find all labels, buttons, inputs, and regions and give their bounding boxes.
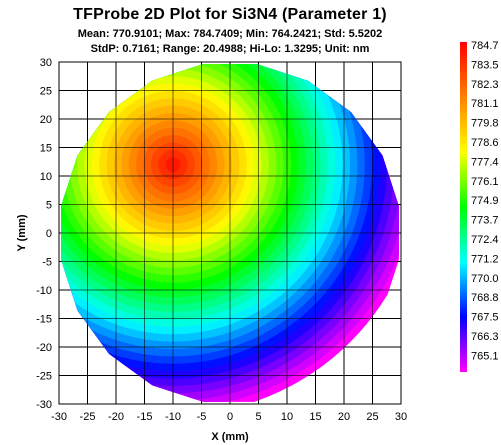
- x-tick-label: 25: [366, 411, 378, 423]
- colorbar-ticks: 784.7 783.5 782.3 781.1 779.8 778.6 777.4 776.1…: [471, 40, 499, 362]
- x-tick-label: 30: [395, 411, 407, 423]
- y-tick-label: -15: [36, 314, 52, 326]
- x-tick-label: 0: [227, 411, 233, 423]
- colorbar-tick-label: 778.6: [471, 137, 499, 149]
- colorbar: [460, 42, 467, 372]
- x-tick-label: 10: [281, 411, 293, 423]
- stats-line-1: Mean: 770.9101; Max: 784.7409; Min: 764.…: [77, 28, 383, 40]
- y-tick-label: 10: [40, 171, 52, 183]
- x-tick-label: 15: [309, 411, 321, 423]
- y-tick-label: 20: [40, 114, 52, 126]
- y-tick-label: -25: [36, 371, 52, 383]
- axis-ticks: -30 -25 -20 -15 -10 -5 0 5 10 15 20 25 30 30 25 20 15 10 5…: [36, 57, 407, 423]
- y-tick-label: 15: [40, 143, 52, 155]
- colorbar-tick-label: 773.7: [471, 215, 499, 227]
- y-tick-label: 25: [40, 86, 52, 98]
- colorbar-tick-label: 774.9: [471, 195, 499, 207]
- colorbar-tick-label: 766.3: [471, 331, 499, 343]
- colorbar-tick-label: 783.5: [471, 59, 499, 71]
- x-tick-label: -25: [80, 411, 96, 423]
- colorbar-tick-label: 779.8: [471, 118, 499, 130]
- x-tick-label: -15: [137, 411, 153, 423]
- colorbar-tick-label: 776.1: [471, 176, 499, 188]
- colorbar-tick-label: 784.7: [471, 40, 499, 52]
- y-axis-label: Y (mm): [16, 214, 28, 251]
- x-tick-label: 20: [338, 411, 350, 423]
- colorbar-tick-label: 768.8: [471, 292, 499, 304]
- colorbar-tick-label: 765.1: [471, 350, 499, 362]
- y-tick-label: -5: [42, 257, 52, 269]
- x-tick-label: -10: [165, 411, 181, 423]
- colorbar-tick-label: 770.0: [471, 273, 499, 285]
- colorbar-tick-label: 777.4: [471, 156, 499, 168]
- x-axis-label: X (mm): [211, 431, 249, 443]
- colorbar-tick-label: 767.5: [471, 312, 499, 324]
- chart-title: TFProbe 2D Plot for Si3N4 (Parameter 1): [73, 6, 387, 23]
- colorbar-tick-label: 782.3: [471, 79, 499, 91]
- x-tick-label: -5: [197, 411, 207, 423]
- colorbar-tick-label: 771.2: [471, 253, 499, 265]
- y-tick-label: -10: [36, 285, 52, 297]
- x-tick-label: -30: [51, 411, 67, 423]
- x-tick-label: -20: [108, 411, 124, 423]
- y-tick-label: 0: [46, 228, 52, 240]
- y-tick-label: -30: [36, 399, 52, 411]
- stats-line-2: StdP: 0.7161; Range: 20.4988; Hi-Lo: 1.3…: [90, 43, 370, 55]
- y-tick-label: -20: [36, 342, 52, 354]
- y-tick-label: 5: [46, 200, 52, 212]
- y-tick-label: 30: [40, 57, 52, 69]
- colorbar-tick-label: 781.1: [471, 98, 499, 110]
- colorbar-tick-label: 772.4: [471, 234, 499, 246]
- x-tick-label: 5: [255, 411, 261, 423]
- grid-overlay: [61, 64, 399, 402]
